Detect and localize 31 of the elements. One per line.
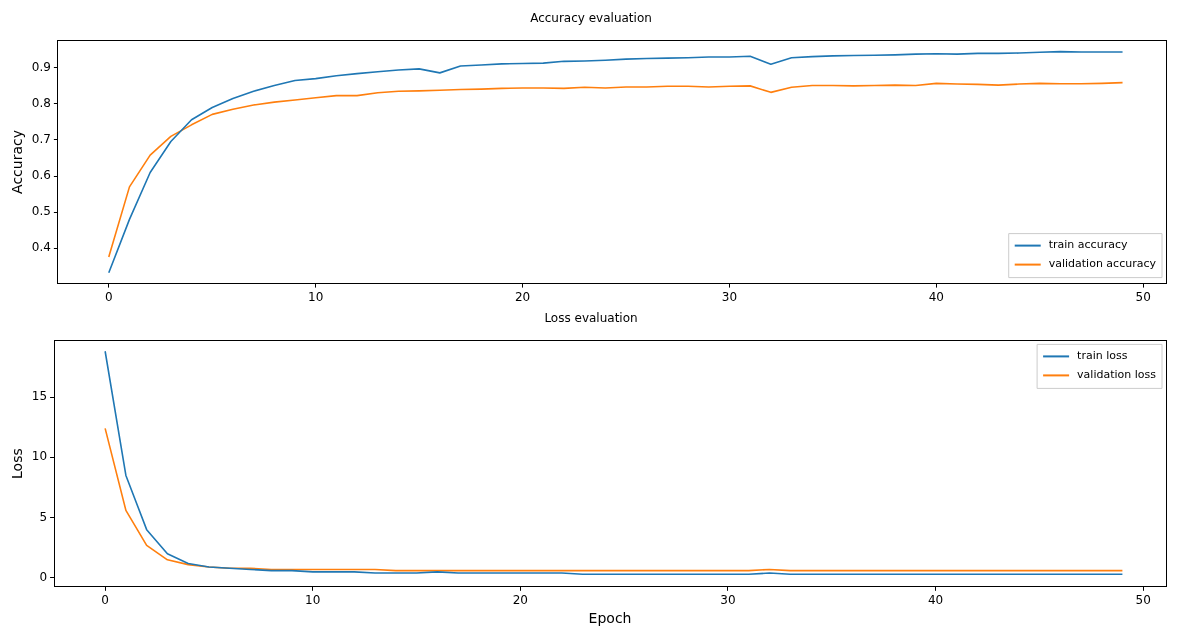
y-axis-title: Accuracy [9,130,26,194]
x-tick-label: 20 [512,593,528,608]
x-tick-label: 10 [308,289,324,304]
y-tick-label: 5 [39,509,48,524]
x-tick-label: 50 [1135,289,1151,304]
y-tick-label: 0 [39,570,48,584]
x-tick-label: 50 [1135,593,1151,608]
x-tick-label: 10 [305,593,321,608]
x-tick-label: 0 [101,593,109,608]
chart-title: Loss evaluation [544,311,638,326]
y-tick-label: 0.6 [31,168,51,183]
y-axis-title: Loss [9,448,26,479]
x-tick-label: 30 [720,593,736,608]
x-tick-label: 40 [928,289,944,304]
legend-label: validation accuracy [1048,257,1157,271]
y-tick-label: 0.4 [31,240,51,255]
x-tick-label: 40 [927,593,944,608]
chart-title: Accuracy evaluation [530,11,652,26]
legend-label: validation loss [1077,368,1157,382]
legend-label: train accuracy [1048,238,1128,252]
y-tick-label: 0.9 [31,59,51,74]
legend-label: train loss [1077,349,1128,363]
y-tick-label: 0.5 [31,204,51,219]
y-tick-label: 0.7 [31,132,51,147]
x-tick-label: 30 [721,289,738,304]
y-tick-label: 10 [31,449,48,464]
x-axis-title: Epoch [588,610,632,627]
y-tick-label: 0.8 [31,96,51,111]
x-tick-label: 0 [104,289,113,304]
x-tick-label: 20 [514,289,531,304]
y-tick-label: 15 [31,389,48,404]
